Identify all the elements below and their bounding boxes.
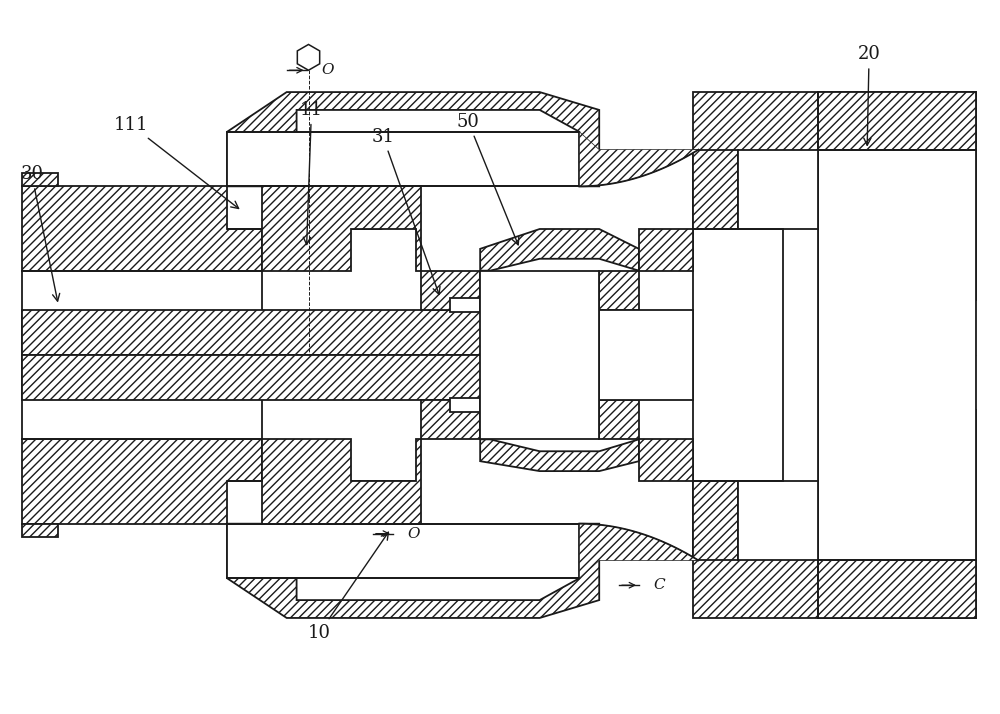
Polygon shape (599, 400, 639, 439)
Polygon shape (599, 271, 639, 311)
Polygon shape (22, 271, 262, 439)
Polygon shape (351, 481, 416, 506)
Polygon shape (227, 523, 599, 618)
Polygon shape (22, 355, 490, 400)
Text: O: O (408, 527, 420, 540)
Polygon shape (818, 92, 976, 150)
Polygon shape (450, 398, 480, 411)
Polygon shape (22, 523, 58, 537)
Text: 20: 20 (858, 45, 881, 146)
Polygon shape (818, 560, 976, 618)
Polygon shape (579, 132, 698, 186)
Polygon shape (421, 400, 480, 439)
Text: 31: 31 (371, 128, 440, 294)
Polygon shape (738, 150, 818, 560)
Polygon shape (693, 481, 738, 560)
Polygon shape (818, 150, 976, 560)
Polygon shape (480, 271, 599, 439)
Polygon shape (227, 92, 599, 186)
Polygon shape (693, 410, 976, 618)
Text: 111: 111 (114, 116, 239, 208)
Text: C: C (654, 578, 665, 592)
Polygon shape (480, 439, 639, 471)
Text: 50: 50 (457, 113, 519, 245)
Polygon shape (421, 271, 480, 311)
Text: 30: 30 (20, 166, 60, 301)
Polygon shape (351, 186, 416, 229)
Polygon shape (490, 311, 589, 375)
Polygon shape (693, 150, 738, 229)
Polygon shape (579, 523, 698, 578)
Polygon shape (22, 439, 262, 523)
Polygon shape (227, 523, 579, 578)
Text: O: O (321, 64, 334, 77)
Polygon shape (22, 186, 262, 271)
Polygon shape (693, 229, 818, 481)
Polygon shape (639, 229, 693, 271)
Polygon shape (22, 174, 58, 186)
Polygon shape (297, 44, 320, 70)
Polygon shape (227, 439, 421, 523)
Polygon shape (227, 186, 421, 271)
Polygon shape (599, 311, 693, 400)
Polygon shape (639, 439, 693, 481)
Polygon shape (450, 298, 480, 312)
Polygon shape (693, 92, 976, 301)
Polygon shape (480, 229, 639, 271)
Polygon shape (227, 132, 579, 186)
Polygon shape (22, 311, 490, 355)
Text: 11: 11 (300, 101, 323, 244)
Text: 10: 10 (308, 532, 388, 642)
